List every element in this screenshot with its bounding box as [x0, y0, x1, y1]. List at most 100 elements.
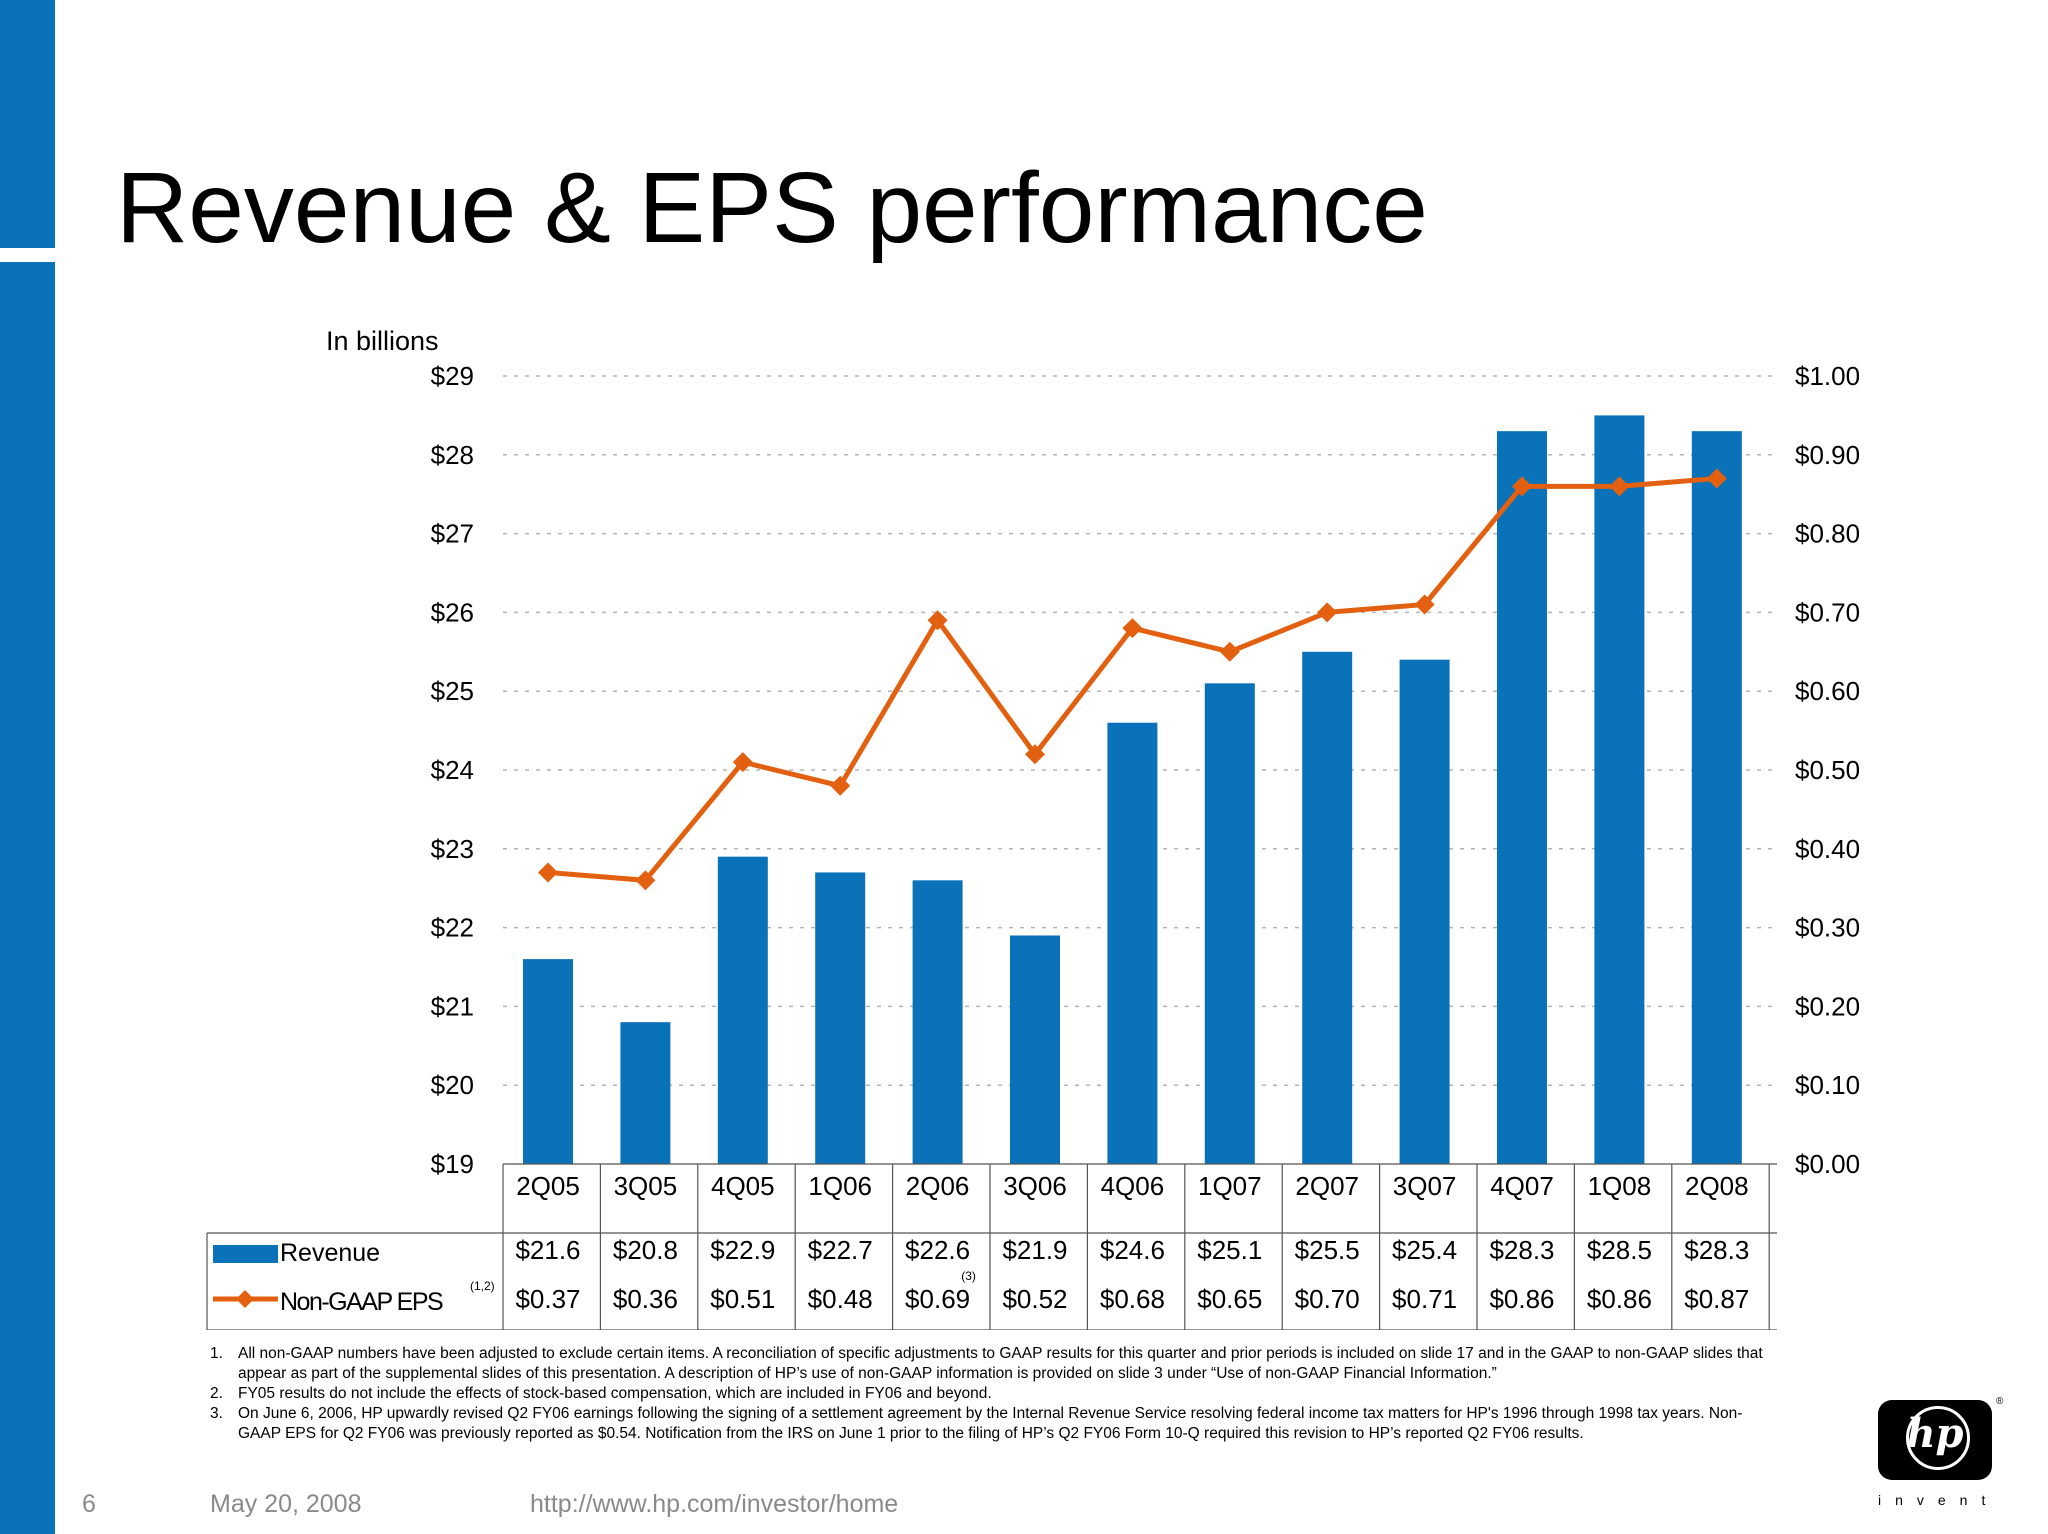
revenue-bar: [1107, 722, 1158, 1164]
category-label: 4Q05: [711, 1171, 775, 1201]
footnote-number: 3.: [210, 1405, 223, 1422]
eps-legend-label: Non-GAAP EPS: [280, 1288, 443, 1316]
unit-label: In billions: [326, 326, 439, 356]
revenue-bar: [717, 856, 768, 1164]
eps-data-label: $0.52: [1002, 1284, 1067, 1314]
category-label: 2Q05: [516, 1171, 580, 1201]
revenue-data-label: $28.3: [1489, 1235, 1554, 1265]
footnote: 3. On June 6, 2006, HP upwardly revised Q…: [210, 1404, 1770, 1444]
eps-data-label: $0.86: [1489, 1284, 1554, 1314]
eps-marker: [1317, 602, 1338, 623]
category-label: 2Q07: [1295, 1171, 1359, 1201]
revenue-bar: [1497, 431, 1547, 1164]
right-axis-tick-label: $0.20: [1795, 991, 1860, 1021]
revenue-data-label: $25.1: [1197, 1235, 1262, 1265]
revenue-data-label: $21.9: [1002, 1235, 1067, 1265]
footnotes: 1. All non-GAAP numbers have been adjuste…: [210, 1344, 1770, 1444]
footnote-text: All non-GAAP numbers have been adjusted …: [238, 1345, 1763, 1382]
category-label: 3Q07: [1393, 1171, 1457, 1201]
right-axis-tick-label: $0.30: [1795, 913, 1860, 943]
eps-marker: [635, 870, 656, 891]
left-axis-tick-label: $20: [431, 1070, 474, 1100]
revenue-data-label: $25.4: [1392, 1235, 1457, 1265]
eps-marker: [1512, 476, 1532, 497]
revenue-bar: [1302, 651, 1353, 1164]
revenue-data-label: $25.5: [1295, 1235, 1360, 1265]
revenue-data-label: $22.6: [905, 1235, 970, 1265]
category-label: 1Q06: [808, 1171, 872, 1201]
right-axis-tick-label: $0.50: [1795, 755, 1860, 785]
footnote-text: FY05 results do not include the effects …: [238, 1385, 992, 1402]
left-axis-tick-label: $21: [431, 991, 474, 1021]
eps-marker: [1219, 641, 1240, 662]
eps-legend-marker: [236, 1290, 254, 1308]
left-axis-tick-label: $27: [431, 519, 474, 549]
right-axis-tick-label: $0.60: [1795, 676, 1860, 706]
footnote-text: On June 6, 2006, HP upwardly revised Q2 …: [238, 1405, 1743, 1442]
eps-data-label: $0.70: [1295, 1284, 1360, 1314]
right-axis-tick-label: $0.70: [1795, 597, 1860, 627]
revenue-bar: [1204, 683, 1255, 1164]
footnote: 1. All non-GAAP numbers have been adjuste…: [210, 1344, 1770, 1384]
footnote: 2. FY05 results do not include the effect…: [210, 1384, 1770, 1404]
eps-data-label: $0.87: [1684, 1284, 1749, 1314]
revenue-data-label: $20.8: [613, 1235, 678, 1265]
hp-logo-mark: hp ®: [1878, 1396, 2003, 1480]
eps-data-label: $0.68: [1100, 1284, 1165, 1314]
category-label: 2Q08: [1685, 1171, 1749, 1201]
slide-title: Revenue & EPS performance: [116, 152, 1428, 264]
revenue-legend-swatch: [213, 1245, 278, 1263]
left-axis-tick-label: $24: [431, 755, 474, 785]
eps-marker: [732, 752, 753, 773]
eps-footnote-ref: (3): [961, 1269, 976, 1283]
side-accent-bar-top: [0, 0, 55, 248]
left-axis-tick-label: $22: [431, 913, 474, 943]
right-axis-tick-label: $0.80: [1795, 519, 1860, 549]
revenue-bar: [1691, 431, 1742, 1164]
right-axis-tick-label: $0.00: [1795, 1149, 1860, 1179]
eps-marker: [1414, 594, 1435, 615]
revenue-legend-label: Revenue: [280, 1239, 380, 1267]
revenue-bar: [1010, 935, 1060, 1164]
eps-data-label: $0.71: [1392, 1284, 1457, 1314]
footnote-number: 1.: [210, 1345, 223, 1362]
eps-data-label: $0.37: [515, 1284, 580, 1314]
right-axis-tick-label: $1.00: [1795, 361, 1860, 391]
right-axis-tick-label: $0.10: [1795, 1070, 1860, 1100]
eps-marker: [927, 610, 948, 631]
revenue-data-label: $22.7: [808, 1235, 873, 1265]
category-label: 3Q06: [1003, 1171, 1067, 1201]
left-axis-tick-label: $19: [431, 1149, 474, 1179]
eps-data-label: $0.86: [1587, 1284, 1652, 1314]
eps-marker: [538, 862, 558, 883]
hp-logo-tagline: invent: [1878, 1492, 2000, 1508]
revenue-eps-chart: In billions $19 $20 $21 $22 $23 $24 $25 $26 $27 $2…: [206, 326, 1860, 1330]
eps-data-label: $0.48: [808, 1284, 873, 1314]
eps-legend-footnote-ref: (1,2): [470, 1279, 495, 1293]
revenue-data-label: $24.6: [1100, 1235, 1165, 1265]
revenue-data-label: $21.6: [515, 1235, 580, 1265]
left-axis-tick-label: $28: [431, 440, 474, 470]
left-axis-tick-label: $23: [431, 834, 474, 864]
category-label: 1Q08: [1588, 1171, 1652, 1201]
investor-url[interactable]: http://www.hp.com/investor/home: [530, 1490, 899, 1518]
page-number: 6: [82, 1490, 96, 1518]
eps-data-label: $0.69: [905, 1284, 970, 1314]
footnote-number: 2.: [210, 1385, 223, 1402]
slide-date: May 20, 2008: [210, 1490, 362, 1518]
hp-logo-letters: hp: [1906, 1410, 1964, 1457]
right-axis-tick-label: $0.40: [1795, 834, 1860, 864]
eps-data-label: $0.51: [710, 1284, 775, 1314]
revenue-bar: [523, 959, 573, 1164]
eps-data-label: $0.65: [1197, 1284, 1262, 1314]
category-label: 2Q06: [906, 1171, 970, 1201]
category-label: 4Q06: [1101, 1171, 1165, 1201]
category-label: 3Q05: [614, 1171, 678, 1201]
category-label: 4Q07: [1490, 1171, 1554, 1201]
eps-marker: [1122, 618, 1143, 639]
revenue-bar: [1594, 415, 1645, 1164]
revenue-bar: [1399, 659, 1450, 1164]
category-label: 1Q07: [1198, 1171, 1262, 1201]
revenue-data-label: $28.5: [1587, 1235, 1652, 1265]
right-axis-tick-label: $0.90: [1795, 440, 1860, 470]
